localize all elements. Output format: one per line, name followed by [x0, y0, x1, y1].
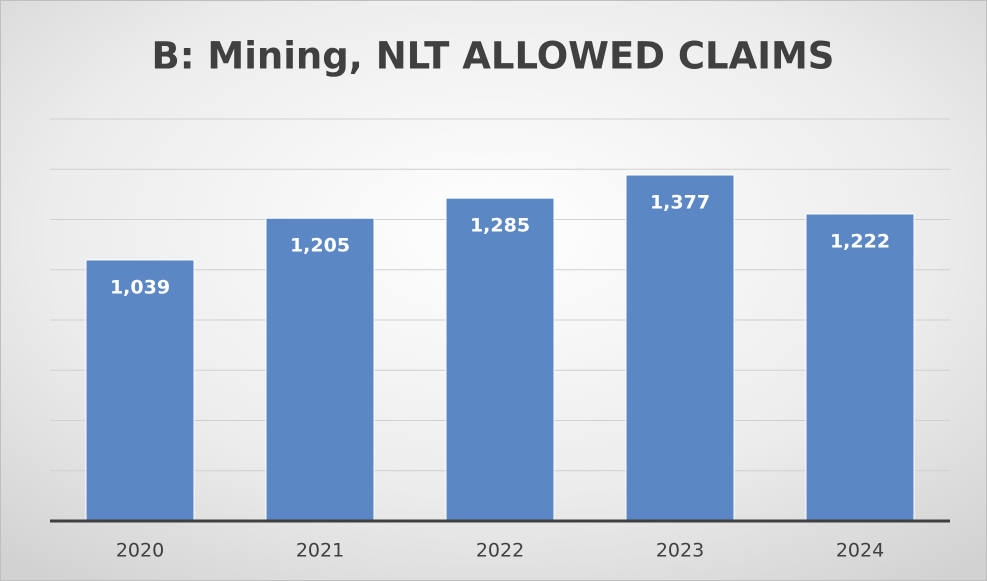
bar — [85, 259, 195, 522]
x-tick-label: 2021 — [296, 540, 344, 562]
x-tick-label: 2022 — [476, 540, 524, 562]
value-label: 1,377 — [650, 192, 710, 214]
value-label: 1,285 — [470, 215, 530, 237]
x-tick-label: 2020 — [116, 540, 164, 562]
value-label: 1,222 — [830, 230, 890, 252]
x-tick-label: 2023 — [656, 540, 704, 562]
x-tick-label: 2024 — [836, 540, 884, 562]
bar — [625, 174, 735, 522]
bar — [805, 213, 915, 522]
bar — [445, 197, 555, 522]
chart-title: B: Mining, NLT ALLOWED CLAIMS — [152, 35, 835, 78]
value-label: 1,205 — [290, 235, 350, 257]
bar — [265, 217, 375, 522]
value-label: 1,039 — [110, 276, 170, 298]
